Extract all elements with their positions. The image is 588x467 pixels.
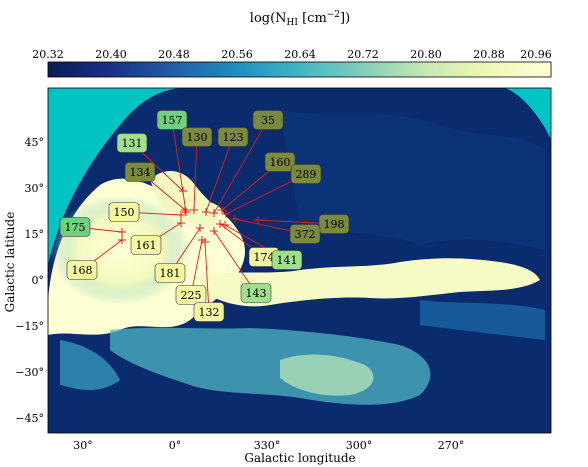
colorbar-tick: 20.32	[32, 48, 64, 61]
y-tick-label: −45°	[15, 412, 44, 425]
x-tick-label: 300°	[346, 439, 373, 452]
colorbar-tick: 20.96	[520, 48, 552, 61]
source-label-text: 160	[270, 156, 291, 169]
source-label-text: 174	[254, 251, 275, 264]
lower-cloud-core	[280, 354, 374, 396]
source-label-box	[156, 110, 188, 130]
source-position-marker	[222, 210, 230, 218]
colorbar-tick: 20.88	[473, 48, 505, 61]
source-label-box	[290, 164, 322, 184]
source-arrow	[213, 230, 257, 294]
x-tick-label: 30°	[73, 439, 93, 452]
colorbar-tick: 20.72	[347, 48, 379, 61]
source-position-marker	[177, 219, 185, 227]
source-position-marker	[182, 208, 190, 216]
source-label-box	[59, 217, 91, 237]
colorbar-tick: 20.48	[158, 48, 190, 61]
source-position-marker	[210, 227, 218, 235]
source-arrow	[204, 241, 210, 313]
source-label-text: 289	[296, 168, 317, 181]
source-label-box	[130, 235, 162, 255]
colorbar-title: log(NHI [cm−2])	[250, 10, 350, 28]
y-axis-label: Galactic latitude	[3, 212, 17, 313]
source-position-marker	[190, 206, 198, 214]
source-label-box	[108, 202, 140, 222]
y-tick-label: 30°	[25, 182, 45, 195]
map-frame	[47, 87, 552, 434]
y-tick-label: 45°	[25, 136, 45, 149]
source-label-box	[217, 127, 249, 147]
y-tick-label: −15°	[15, 320, 44, 333]
source-arrow	[213, 119, 269, 214]
source-label-text: 157	[162, 114, 183, 127]
x-tick-label: 0°	[169, 439, 182, 452]
x-axis: 30° 0° 330° 300° 270°	[73, 439, 464, 452]
source-label-text: 181	[160, 267, 181, 280]
source-label-text: 132	[199, 306, 220, 319]
source-label-text: 134	[130, 166, 151, 179]
colorbar-tick-labels: 20.32 20.40 20.48 20.56 20.64 20.72 20.8…	[32, 48, 552, 61]
source-position-marker	[201, 238, 209, 246]
source-position-marker	[221, 221, 229, 229]
mid-cloud-band	[60, 340, 120, 390]
source-label-box	[264, 152, 296, 172]
source-position-marker	[216, 220, 224, 228]
source-label-text: 175	[65, 221, 86, 234]
source-arrow	[205, 136, 234, 213]
source-label-box	[271, 250, 303, 270]
source-position-marker	[181, 206, 189, 214]
y-tick-label: −30°	[15, 366, 44, 379]
source-label-text: 372	[295, 228, 316, 241]
source-label-box	[66, 260, 98, 280]
source-position-marker	[118, 236, 126, 244]
x-tick-label: 330°	[254, 439, 281, 452]
right-cloud-band	[420, 300, 545, 340]
source-label-box	[289, 224, 321, 244]
source-label-text: 130	[187, 131, 208, 144]
y-tick-label: 15°	[25, 228, 45, 241]
source-label-text: 35	[261, 114, 275, 127]
x-tick-label: 270°	[438, 439, 465, 452]
source-label-box	[116, 133, 148, 153]
colorbar-tick: 20.56	[221, 48, 253, 61]
source-label-box	[154, 263, 186, 283]
colorbar-tick: 20.80	[410, 48, 442, 61]
source-position-marker	[118, 228, 126, 236]
source-position-marker	[210, 209, 218, 217]
source-arrow	[193, 136, 198, 211]
source-label-text: 143	[246, 287, 267, 300]
colorbar-tick: 20.64	[284, 48, 316, 61]
source-label-text: 123	[223, 131, 244, 144]
source-labels: 157 130 123 35 131 134 160 289 175 150 198 161 372 17…	[59, 110, 350, 322]
source-label-box	[175, 285, 207, 305]
source-position-marker	[177, 211, 185, 219]
colorbar-tick: 20.40	[95, 48, 127, 61]
source-label-text: 198	[324, 218, 345, 231]
source-label-text: 150	[114, 206, 135, 219]
colorbar	[47, 61, 552, 78]
y-tick-label: 0°	[32, 274, 45, 287]
source-position-marker	[218, 206, 226, 214]
source-position-marker	[254, 216, 262, 224]
source-label-box	[240, 283, 272, 303]
source-arrow	[171, 119, 187, 213]
source-label-box	[124, 162, 156, 182]
source-position-marker	[231, 215, 239, 223]
source-label-box	[193, 302, 225, 322]
x-axis-label: Galactic longitude	[244, 451, 355, 465]
source-label-text: 141	[277, 254, 298, 267]
source-label-text: 225	[181, 289, 202, 302]
source-label-box	[252, 110, 284, 130]
source-label-box	[318, 214, 350, 234]
source-position-marker	[196, 224, 204, 232]
source-position-marker	[179, 187, 187, 195]
source-label-box	[181, 127, 213, 147]
bright-filament	[200, 258, 540, 307]
source-label-text: 168	[72, 264, 93, 277]
y-axis: 45° 30° 15° 0° −15° −30° −45°	[15, 136, 44, 425]
source-position-marker	[202, 208, 210, 216]
source-label-text: 161	[136, 239, 157, 252]
source-label-text: 131	[122, 137, 143, 150]
